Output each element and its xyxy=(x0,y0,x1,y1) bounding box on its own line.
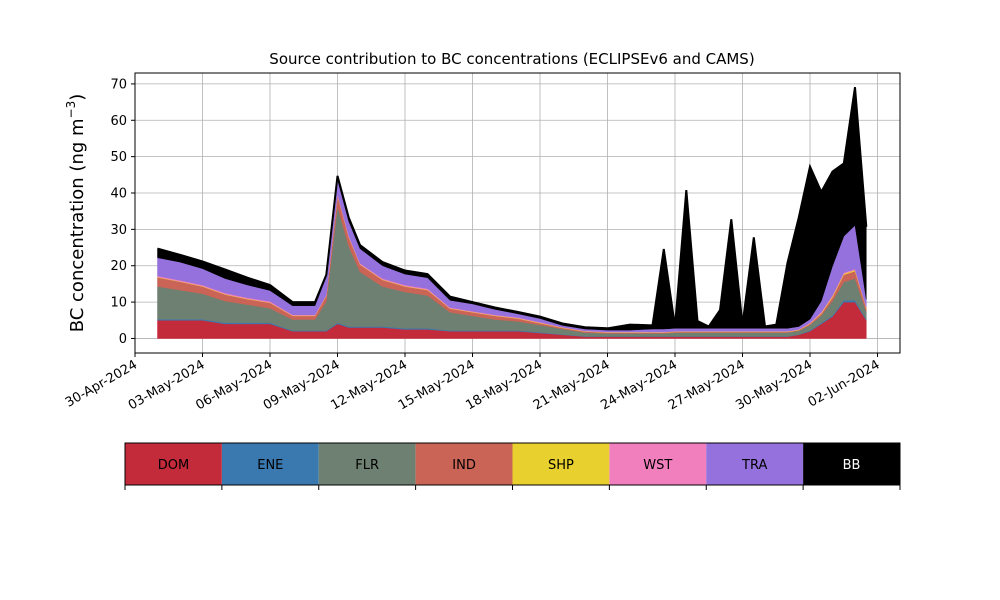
x-tick-label: 02-Jun-2024 xyxy=(806,357,883,410)
legend-label-shp: SHP xyxy=(548,458,574,473)
chart-title: Source contribution to BC concentrations… xyxy=(269,50,754,68)
plot-frame xyxy=(134,72,901,354)
legend-label-dom: DOM xyxy=(158,458,189,473)
legend-label-ene: ENE xyxy=(257,458,283,473)
y-tick-label: 10 xyxy=(110,296,127,311)
legend-label-flr: FLR xyxy=(355,458,379,473)
y-axis-ticks: 0 10 20 30 40 50 60 70 xyxy=(110,77,135,347)
legend-swatch-flr xyxy=(318,443,416,485)
legend-swatch-tra xyxy=(706,443,804,485)
y-axis-label-sup: −3 xyxy=(64,101,78,119)
x-tick-label: 30-May-2024 xyxy=(733,357,815,413)
stacked-area-series xyxy=(157,87,868,339)
y-axis-label-close: ) xyxy=(67,94,88,101)
y-tick-label: 70 xyxy=(110,77,127,92)
legend-label-wst: WST xyxy=(643,458,672,473)
legend-swatch-ene xyxy=(221,443,319,485)
y-tick-label: 20 xyxy=(110,259,127,274)
y-tick-label: 40 xyxy=(110,187,127,202)
legend-swatch-shp xyxy=(512,443,610,485)
legend-swatch-wst xyxy=(609,443,707,485)
y-axis-label-main: BC concentration (ng m xyxy=(67,118,88,332)
legend-swatch-bb xyxy=(803,443,900,485)
legend-label-ind: IND xyxy=(452,458,476,473)
x-axis-ticks: 30-Apr-202403-May-202406-May-202409-May-… xyxy=(63,353,883,413)
source-legend: DOM ENE FLR IND SHP WST TRA BB xyxy=(124,442,901,490)
legend-swatch-ind xyxy=(415,443,513,485)
y-tick-label: 0 xyxy=(119,332,127,347)
y-axis-label: BC concentration (ng m−3) xyxy=(64,94,88,333)
y-tick-label: 30 xyxy=(110,223,127,238)
legend-frame xyxy=(124,442,901,486)
legend-label-tra: TRA xyxy=(741,458,767,473)
legend-swatch-dom xyxy=(125,443,222,485)
y-tick-label: 60 xyxy=(110,114,127,129)
legend-label-bb: BB xyxy=(843,458,861,473)
total-outline xyxy=(157,87,868,330)
y-tick-label: 50 xyxy=(110,150,127,165)
